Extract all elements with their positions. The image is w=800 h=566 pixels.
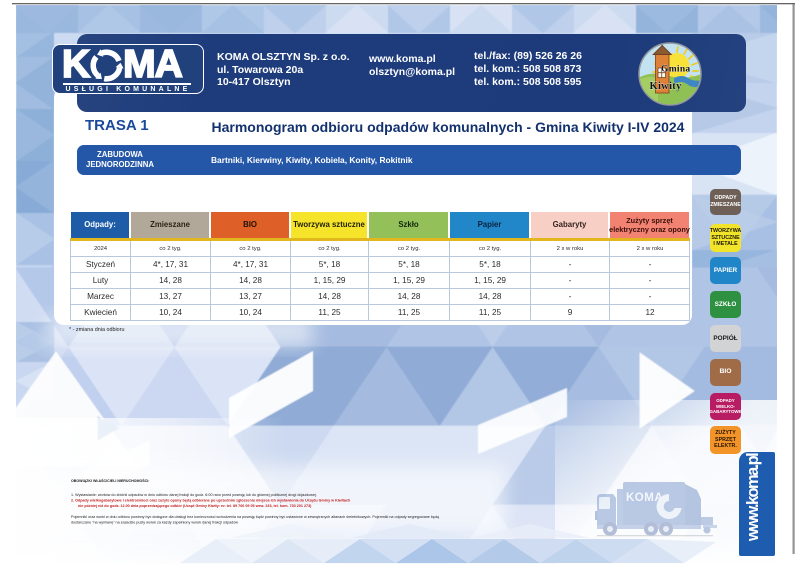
svg-text:Gmina: Gmina: [661, 65, 690, 75]
svg-text:KOMA: KOMA: [626, 492, 663, 504]
svg-text:Kiwity: Kiwity: [650, 81, 683, 92]
